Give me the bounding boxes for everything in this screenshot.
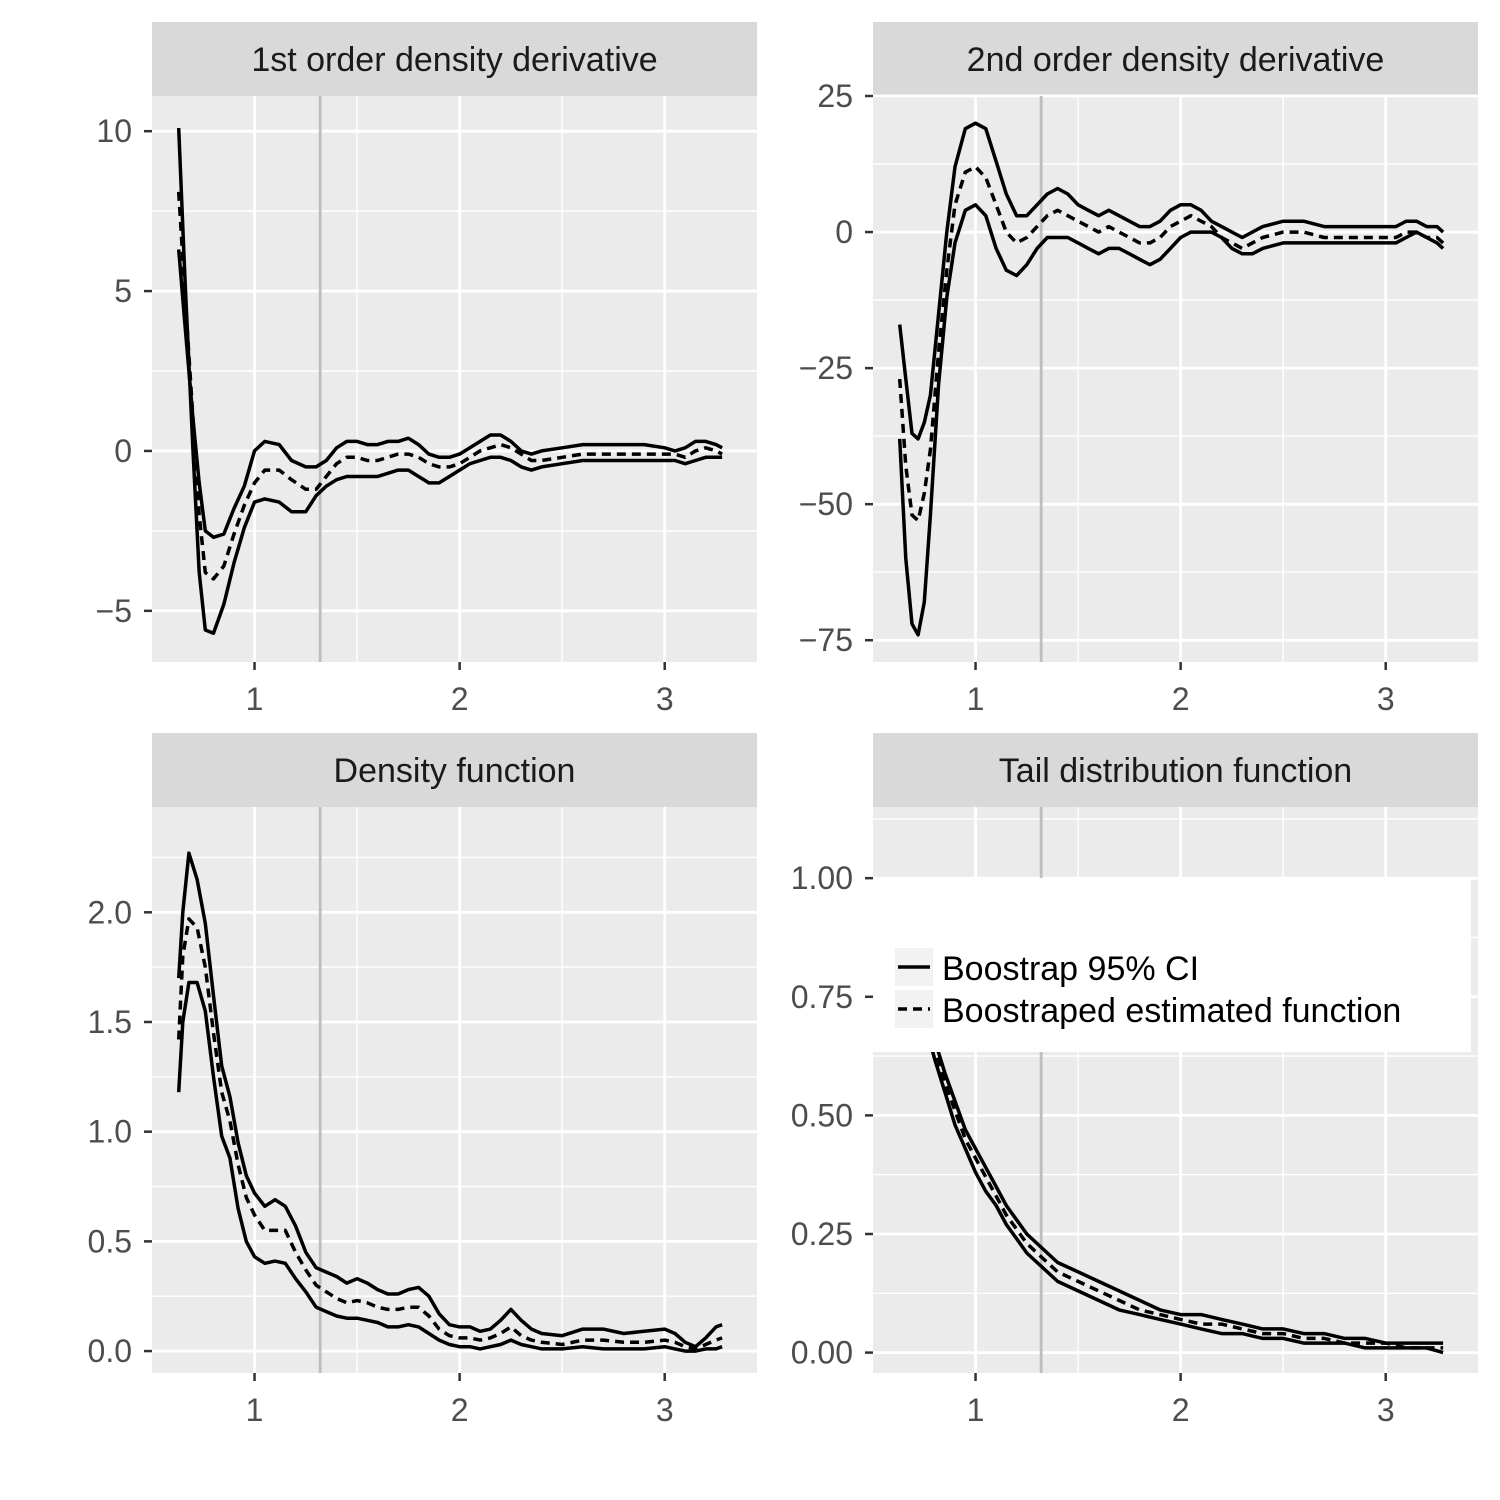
- series-estimate-line: [897, 165, 1445, 523]
- y-tick-label: 0.0: [88, 1333, 132, 1369]
- series-ci-lower-line: [897, 203, 1445, 637]
- x-tick-label: 2: [451, 1392, 469, 1428]
- x-tick-label: 3: [656, 1392, 674, 1428]
- legend: Boostrap 95% CI Boostraped estimated fun…: [873, 878, 1471, 1052]
- series-ci-lower-line: [176, 127, 723, 635]
- series-estimate-line: [176, 917, 723, 1351]
- series-ci-lower-line: [176, 980, 723, 1353]
- facet-title: Density function: [334, 752, 576, 790]
- facet-title: 1st order density derivative: [251, 41, 657, 79]
- legend-label-ci: Boostrap 95% CI: [942, 950, 1199, 988]
- y-tick-label: 0.5: [88, 1223, 132, 1259]
- x-tick-label: 2: [1172, 681, 1190, 717]
- facet-panel: 1st order density derivative 1 2 3 −5 0 5 10: [96, 22, 757, 717]
- x-tick-label: 3: [1377, 681, 1395, 717]
- y-tick-label: −50: [799, 486, 853, 522]
- facet-panel: Tail distribution function 1 2 3 0.00 0.25 0.5…: [791, 733, 1478, 1428]
- y-tick-label: 5: [114, 273, 132, 309]
- y-tick-label: 1.00: [791, 860, 853, 896]
- facet-title: Tail distribution function: [999, 752, 1352, 790]
- y-tick-label: 0: [114, 433, 132, 469]
- y-tick-label: 25: [817, 78, 853, 114]
- series-ci-upper-line: [176, 249, 723, 540]
- x-tick-label: 3: [1377, 1392, 1395, 1428]
- facet-strip: [873, 733, 1478, 807]
- y-tick-label: 1.0: [88, 1114, 132, 1150]
- y-tick-label: 0.75: [791, 979, 853, 1015]
- y-tick-label: 10: [96, 113, 132, 149]
- y-tick-label: −75: [799, 622, 853, 658]
- facet-strip: [873, 22, 1478, 96]
- series-ci-upper-line: [897, 121, 1445, 441]
- y-tick-label: 0.50: [791, 1097, 853, 1133]
- x-tick-label: 1: [967, 1392, 985, 1428]
- plot-area: [873, 96, 1478, 662]
- x-tick-label: 3: [656, 681, 674, 717]
- series-ci-upper-line: [897, 892, 1444, 1345]
- legend-box: [873, 878, 1471, 1052]
- facet-title: 2nd order density derivative: [967, 41, 1385, 79]
- series-estimate-line: [897, 896, 1444, 1350]
- series-ci-lower-line: [897, 901, 1444, 1355]
- x-tick-label: 2: [1172, 1392, 1190, 1428]
- y-tick-label: 1.5: [88, 1004, 132, 1040]
- y-tick-label: −25: [799, 350, 853, 386]
- plot-area: [152, 807, 757, 1373]
- y-tick-label: −5: [96, 593, 132, 629]
- y-tick-label: 2.0: [88, 894, 132, 930]
- legend-label-estimate: Boostraped estimated function: [942, 992, 1401, 1030]
- plot-area: [152, 96, 757, 662]
- series-ci-upper-line: [176, 851, 723, 1349]
- x-tick-label: 1: [246, 681, 264, 717]
- y-tick-label: 0.25: [791, 1216, 853, 1252]
- x-tick-label: 1: [967, 681, 985, 717]
- series-estimate-line: [176, 191, 723, 581]
- facet-strip: [152, 22, 757, 96]
- facet-strip: [152, 733, 757, 807]
- y-tick-label: 0.00: [791, 1335, 853, 1371]
- x-tick-label: 1: [246, 1392, 264, 1428]
- x-tick-label: 2: [451, 681, 469, 717]
- y-tick-label: 0: [835, 214, 853, 250]
- facet-panel: Density function 1 2 3 0.0 0.5 1.0 1.5 2.0: [88, 733, 757, 1428]
- facet-panel: 2nd order density derivative 1 2 3 −75 −50 −25…: [799, 22, 1478, 717]
